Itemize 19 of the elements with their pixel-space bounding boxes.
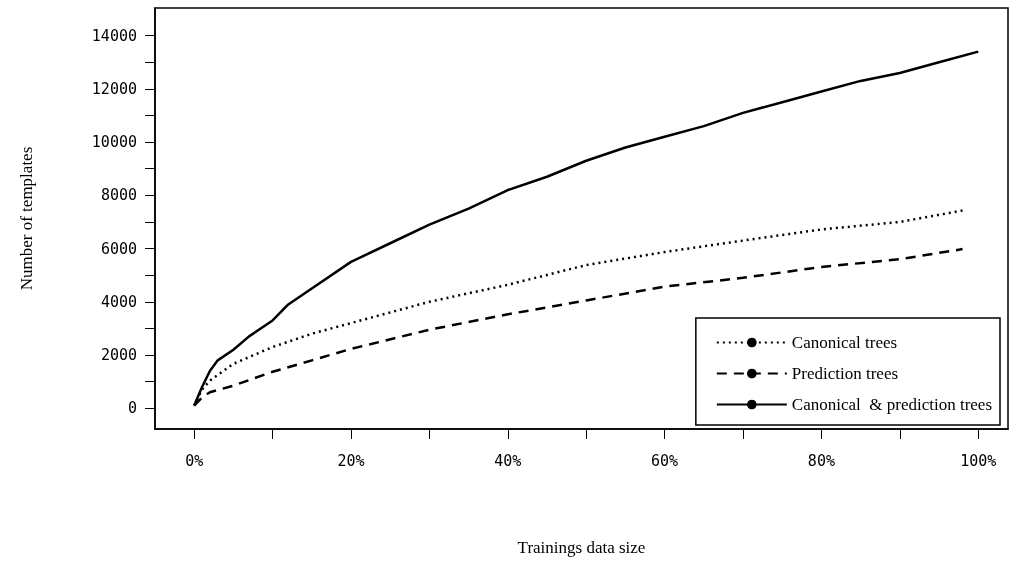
y-tick-label: 8000 — [100, 186, 137, 205]
x-tick-label: 0% — [185, 451, 204, 470]
x-tick-label: 100% — [960, 451, 997, 470]
x-tick-label: 20% — [337, 451, 365, 470]
x-tick-label: 60% — [651, 451, 679, 470]
legend-label: Canonical trees — [791, 333, 898, 352]
y-tick-label: 14000 — [91, 26, 137, 45]
y-tick-label: 2000 — [100, 346, 137, 365]
x-tick-label: 80% — [807, 451, 835, 470]
y-tick-label: 12000 — [91, 79, 137, 98]
x-tick-label: 40% — [494, 451, 522, 470]
y-tick-label: 6000 — [100, 239, 137, 258]
y-tick-label: 10000 — [91, 133, 137, 152]
y-tick-label: 0 — [127, 399, 137, 418]
x-axis-title: Trainings data size — [517, 538, 646, 557]
y-axis-title: Number of templates — [17, 146, 36, 291]
legend-label: Canonical & prediction trees — [791, 395, 993, 414]
legend-label: Prediction trees — [791, 364, 899, 383]
y-tick-label: 4000 — [100, 292, 137, 311]
